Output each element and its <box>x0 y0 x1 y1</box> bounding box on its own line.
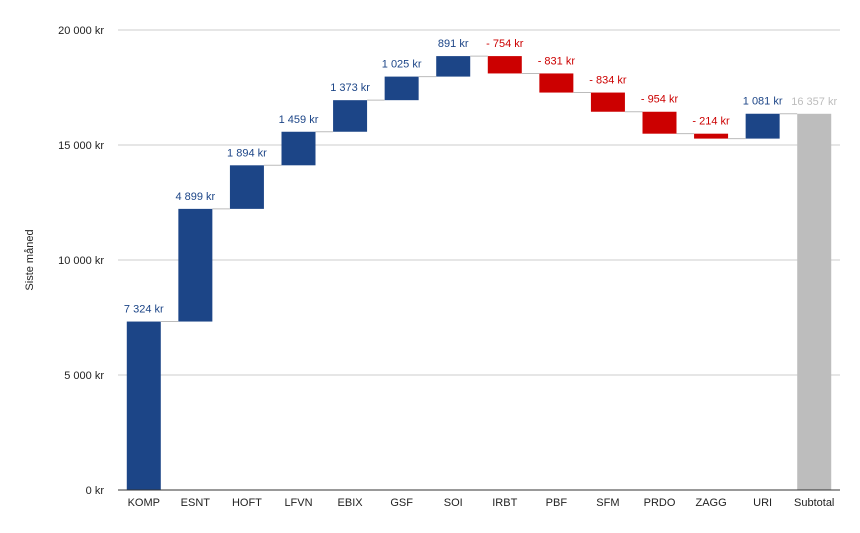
x-tick-label: SOI <box>444 497 463 509</box>
data-label-sfm: - 834 kr <box>589 75 627 87</box>
bar-ebix <box>333 100 368 132</box>
bar-lfvn <box>281 131 316 166</box>
y-tick-label: 0 kr <box>86 485 105 497</box>
x-tick-label: PBF <box>546 497 568 509</box>
data-label-irbt: - 754 kr <box>486 38 524 50</box>
data-label-esnt: 4 899 kr <box>175 191 215 203</box>
x-tick-label: LFVN <box>284 497 312 509</box>
x-tick-label: ESNT <box>181 497 211 509</box>
data-label-pbf: - 831 kr <box>538 55 576 67</box>
y-tick-label: 20 000 kr <box>58 25 104 37</box>
data-label-prdo: - 954 kr <box>641 94 679 106</box>
x-tick-label: IRBT <box>492 497 517 509</box>
data-label-gsf: 1 025 kr <box>382 59 422 71</box>
bar-pbf <box>539 73 574 93</box>
grid-lines <box>118 29 840 376</box>
data-label-ebix: 1 373 kr <box>330 82 370 94</box>
x-tick-label: KOMP <box>128 497 160 509</box>
bar-uri <box>745 113 780 139</box>
data-label-hoft: 1 894 kr <box>227 147 267 159</box>
data-label-komp: 7 324 kr <box>124 304 164 316</box>
bar-hoft <box>229 165 264 209</box>
bar-zagg <box>694 133 729 139</box>
data-label-lfvn: 1 459 kr <box>279 114 319 126</box>
bar-sfm <box>590 92 625 112</box>
x-tick-label: URI <box>753 497 772 509</box>
bar-prdo <box>642 111 677 134</box>
bars <box>126 56 832 490</box>
bar-esnt <box>178 208 213 322</box>
bar-soi <box>436 56 471 77</box>
data-label-uri: 1 081 kr <box>743 96 783 108</box>
x-tick-label: ZAGG <box>695 497 726 509</box>
data-label-zagg: - 214 kr <box>692 116 730 128</box>
x-tick-label: GSF <box>390 497 413 509</box>
x-tick-label: SFM <box>596 497 619 509</box>
y-tick-label: 10 000 kr <box>58 255 104 267</box>
x-axis: KOMP ESNT HOFT LFVN EBIX GSF SOI IRBT PBF SFM PRDO… <box>118 489 840 509</box>
y-axis-title: Siste måned <box>24 229 36 290</box>
x-tick-label: PRDO <box>644 497 676 509</box>
y-tick-label: 15 000 kr <box>58 140 104 152</box>
y-axis: 0 kr 5 000 kr 10 000 kr 15 000 kr 20 000 kr <box>58 25 104 497</box>
x-tick-label: HOFT <box>232 497 262 509</box>
bar-irbt <box>487 56 522 74</box>
data-labels: 7 324 kr 4 899 kr 1 894 kr 1 459 kr 1 373 kr… <box>124 38 838 315</box>
bar-gsf <box>384 76 419 101</box>
bar-subtotal <box>797 113 832 490</box>
y-tick-label: 5 000 kr <box>64 370 104 382</box>
data-label-soi: 891 kr <box>438 38 469 50</box>
x-tick-label: EBIX <box>338 497 364 509</box>
x-tick-label: Subtotal <box>794 497 834 509</box>
data-label-subtotal: 16 357 kr <box>791 96 837 108</box>
connector-lines <box>160 55 798 323</box>
bar-komp <box>126 321 161 490</box>
